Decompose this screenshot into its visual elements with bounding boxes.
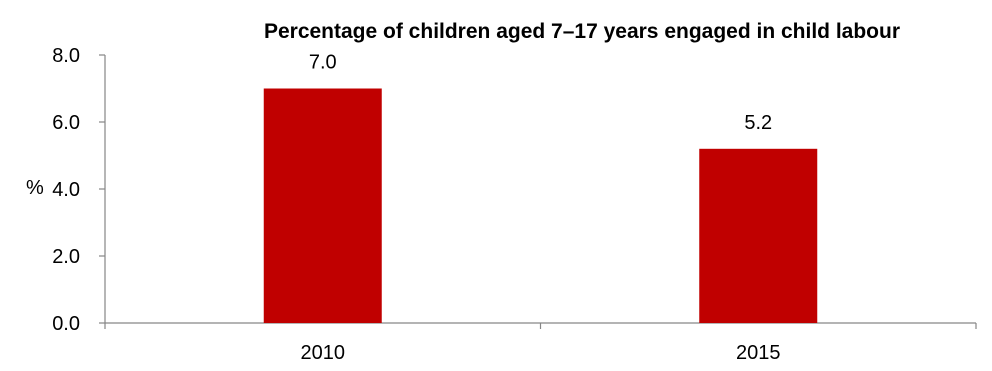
x-tick-label: 2015 <box>736 342 781 364</box>
chart-title: Percentage of children aged 7–17 years e… <box>264 20 900 43</box>
bar <box>699 148 818 323</box>
data-label: 7.0 <box>309 52 337 74</box>
plot-area: 0.0 2.0 4.0 6.0 8.0 7.0 2010 5.2 2015 <box>52 45 977 364</box>
y-axis-label: % <box>26 177 44 199</box>
y-tick-label: 4.0 <box>52 179 80 201</box>
y-tick-label: 8.0 <box>52 45 80 67</box>
y-tick-label: 0.0 <box>52 313 80 335</box>
y-tick-label: 6.0 <box>52 112 80 134</box>
data-label: 5.2 <box>744 112 772 134</box>
y-tick-label: 2.0 <box>52 246 80 268</box>
x-tick-label: 2010 <box>301 342 346 364</box>
bar <box>263 88 382 323</box>
